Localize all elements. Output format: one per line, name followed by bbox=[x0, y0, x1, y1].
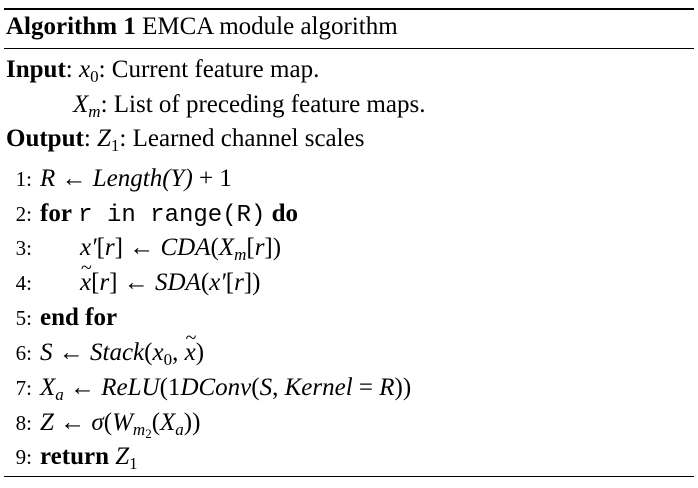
step-number: 2: bbox=[15, 202, 32, 226]
step-7: 7: Xa ← ReLU(1DConv(S, Kernel = R)) bbox=[6, 373, 412, 404]
bottom-rule bbox=[4, 476, 694, 477]
step-4: 4: x[r] ← SDA(x′[r]) bbox=[6, 253, 261, 298]
step-1-math: R ← Length(Y) + 1 bbox=[40, 165, 232, 192]
step-number: 5: bbox=[15, 306, 32, 330]
step-9: 9: return Z1 bbox=[6, 442, 138, 472]
step-6-math: S ← Stack(x0, x) bbox=[40, 323, 204, 368]
step-1: 1: R ← Length(Y) + 1 bbox=[6, 164, 232, 194]
output-line: Output: Z1: Learned channel scales bbox=[6, 125, 365, 155]
input-1-var: x bbox=[78, 56, 91, 83]
do-keyword: do bbox=[271, 200, 299, 227]
input-label: Input bbox=[6, 56, 66, 83]
output-label: Output bbox=[6, 125, 84, 152]
caption-label: Algorithm 1 bbox=[6, 13, 136, 40]
step-number: 3: bbox=[15, 236, 32, 260]
input-2-desc: : List of preceding feature maps. bbox=[100, 91, 426, 118]
input-1-sub: 0 bbox=[90, 67, 99, 86]
step-4-math: x[r] ← SDA(x′[r]) bbox=[80, 253, 260, 296]
step-number: 9: bbox=[15, 445, 32, 469]
output-desc: : Learned channel scales bbox=[119, 125, 365, 152]
for-code: r in range(R) bbox=[78, 202, 266, 229]
step-2: 2: for r in range(R) do bbox=[6, 199, 298, 231]
step-3-math: x′[r] ← CDA(Xm[r]) bbox=[80, 234, 282, 264]
step-5: 5: end for bbox=[6, 303, 117, 333]
input-2-sub: m bbox=[88, 102, 101, 121]
step-8-math: Z ← σ(Wm2(Xa)) bbox=[40, 409, 201, 441]
return-keyword: return bbox=[40, 443, 109, 470]
top-rule bbox=[4, 8, 694, 10]
output-sub: 1 bbox=[110, 136, 120, 155]
step-8: 8: Z ← σ(Wm2(Xa)) bbox=[6, 408, 201, 441]
input-line-2: Xm: List of preceding feature maps. bbox=[73, 90, 425, 120]
step-number: 1: bbox=[15, 167, 32, 191]
output-var: Z bbox=[97, 125, 111, 152]
input-line-1: Input: x0: Current feature map. bbox=[6, 56, 320, 86]
caption-rule bbox=[4, 48, 694, 49]
step-3: 3: x′[r] ← CDA(Xm[r]) bbox=[6, 233, 281, 263]
step-7-math: Xa ← ReLU(1DConv(S, Kernel = R)) bbox=[40, 374, 412, 404]
input-2-var: X bbox=[73, 91, 89, 118]
caption-text: EMCA module algorithm bbox=[142, 13, 398, 40]
input-1-desc: : Current feature map. bbox=[98, 56, 320, 83]
for-keyword: for bbox=[40, 200, 72, 227]
end-for-keyword: end for bbox=[40, 304, 118, 331]
step-number: 7: bbox=[15, 376, 32, 400]
step-9-math: Z1 bbox=[115, 443, 138, 473]
step-number: 8: bbox=[15, 411, 32, 435]
step-number: 4: bbox=[15, 271, 32, 295]
step-number: 6: bbox=[15, 341, 32, 365]
algorithm-caption: Algorithm 1 EMCA module algorithm bbox=[6, 12, 398, 42]
step-6: 6: S ← Stack(x0, x) bbox=[6, 323, 204, 368]
